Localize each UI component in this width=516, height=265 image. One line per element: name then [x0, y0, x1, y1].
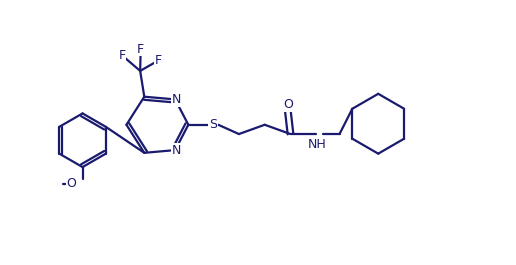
Text: O: O	[67, 177, 76, 190]
Text: S: S	[209, 118, 217, 131]
Text: N: N	[172, 93, 181, 106]
Text: F: F	[137, 43, 144, 56]
Text: N: N	[172, 144, 181, 157]
Text: O: O	[283, 98, 293, 111]
Text: NH: NH	[308, 138, 327, 151]
Text: F: F	[119, 49, 126, 62]
Text: F: F	[155, 54, 162, 67]
